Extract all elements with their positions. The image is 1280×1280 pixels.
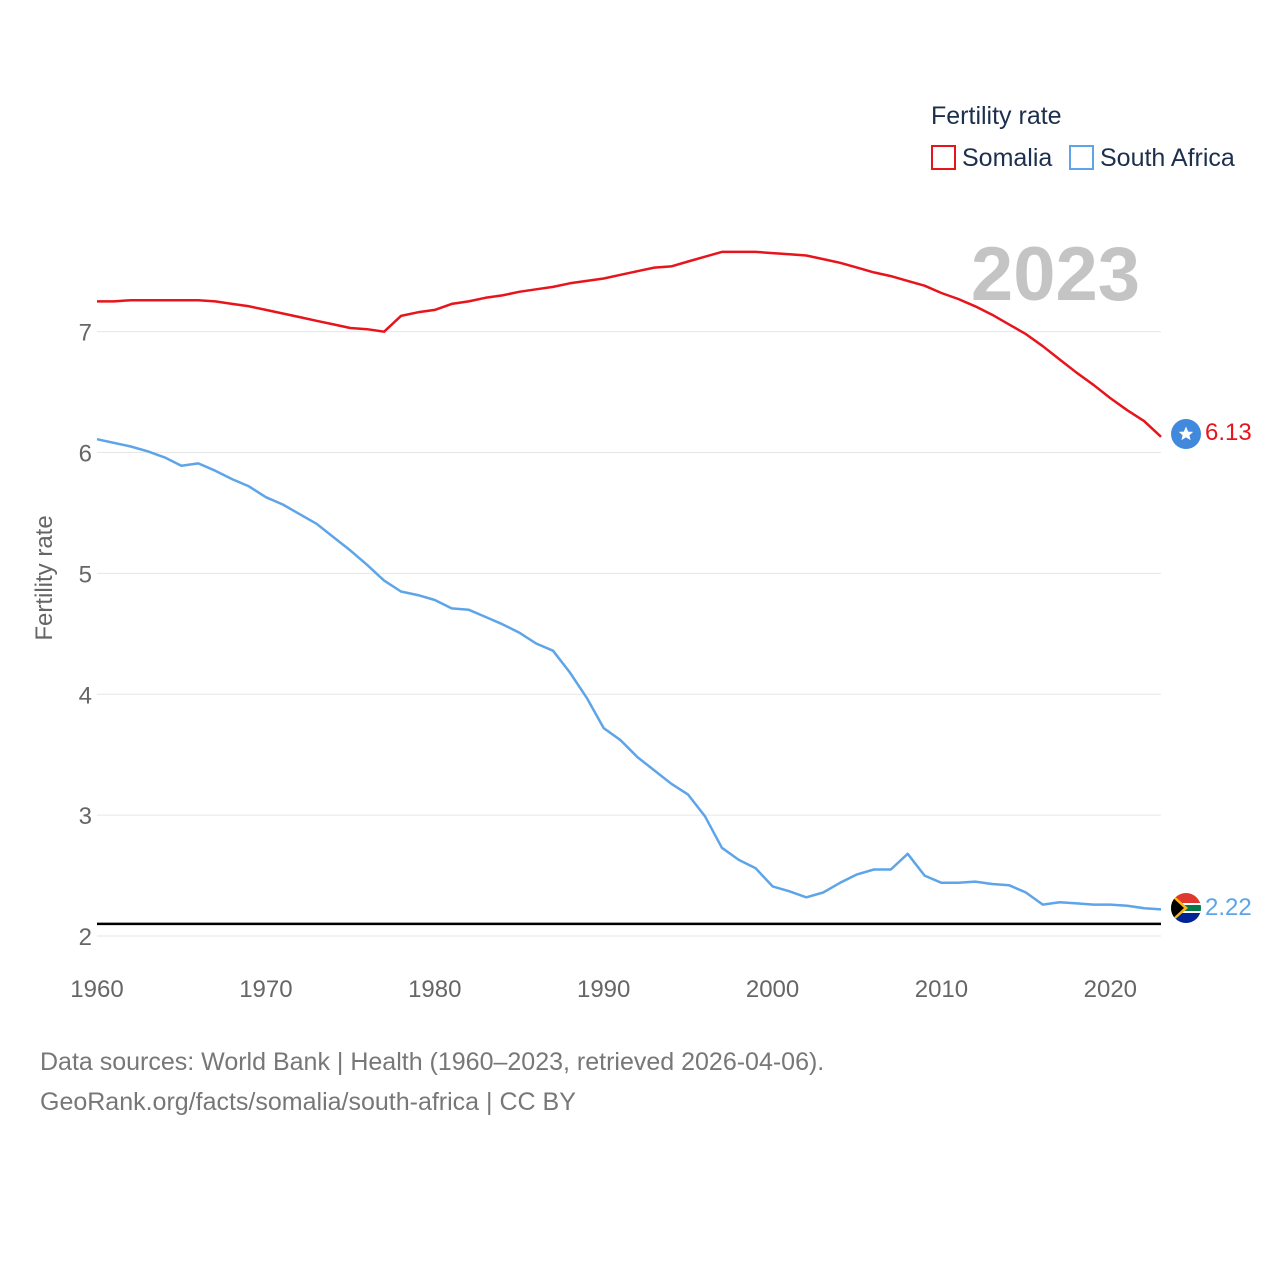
- x-tick-labels: 1960 1970 1980 1990 2000 2010 2020: [70, 976, 1137, 1003]
- y-tick-4: 4: [79, 682, 92, 709]
- somalia-end-value: 6.13: [1205, 419, 1252, 446]
- south-africa-end-value: 2.22: [1205, 894, 1252, 921]
- y-tick-2: 2: [79, 924, 92, 951]
- legend-label-south-africa[interactable]: South Africa: [1100, 144, 1235, 172]
- somalia-flag-icon: [1171, 419, 1201, 449]
- grid-lines: [97, 331, 1161, 937]
- y-tick-5: 5: [79, 561, 92, 588]
- legend: Fertility rate Somalia South Africa: [931, 102, 1235, 172]
- legend-label-somalia[interactable]: Somalia: [962, 144, 1052, 172]
- x-tick-2020: 2020: [1084, 976, 1137, 1003]
- attribution-link[interactable]: GeoRank.org/facts/somalia/south-africa |…: [40, 1088, 576, 1116]
- x-tick-2010: 2010: [915, 976, 968, 1003]
- x-tick-1960: 1960: [70, 976, 123, 1003]
- x-tick-1970: 1970: [239, 976, 292, 1003]
- y-tick-labels: 2 3 4 5 6 7: [79, 320, 92, 951]
- y-tick-6: 6: [79, 441, 92, 468]
- data-source-note: Data sources: World Bank | Health (1960–…: [40, 1048, 825, 1076]
- series-lines: [96, 250, 1162, 911]
- y-axis-label: Fertility rate: [31, 515, 58, 640]
- year-watermark: 2023: [971, 232, 1140, 317]
- y-tick-7: 7: [79, 320, 92, 347]
- y-tick-3: 3: [79, 803, 92, 830]
- series-line-somalia[interactable]: [97, 250, 1162, 438]
- south-africa-flag-icon: [1171, 893, 1201, 923]
- x-tick-1980: 1980: [408, 976, 461, 1003]
- legend-title: Fertility rate: [931, 102, 1062, 130]
- footer: Data sources: World Bank | Health (1960–…: [40, 1042, 824, 1122]
- end-markers: 6.13 2.22: [1171, 419, 1252, 923]
- legend-swatch-somalia[interactable]: [931, 145, 956, 170]
- fertility-chart: 2 3 4 5 6 7 1960 1970 1980 1990 2000 2010 2020 Fert…: [31, 102, 1252, 1003]
- x-tick-1990: 1990: [577, 976, 630, 1003]
- series-line-south-africa[interactable]: [96, 437, 1162, 911]
- x-tick-2000: 2000: [746, 976, 799, 1003]
- legend-swatch-south-africa[interactable]: [1069, 145, 1094, 170]
